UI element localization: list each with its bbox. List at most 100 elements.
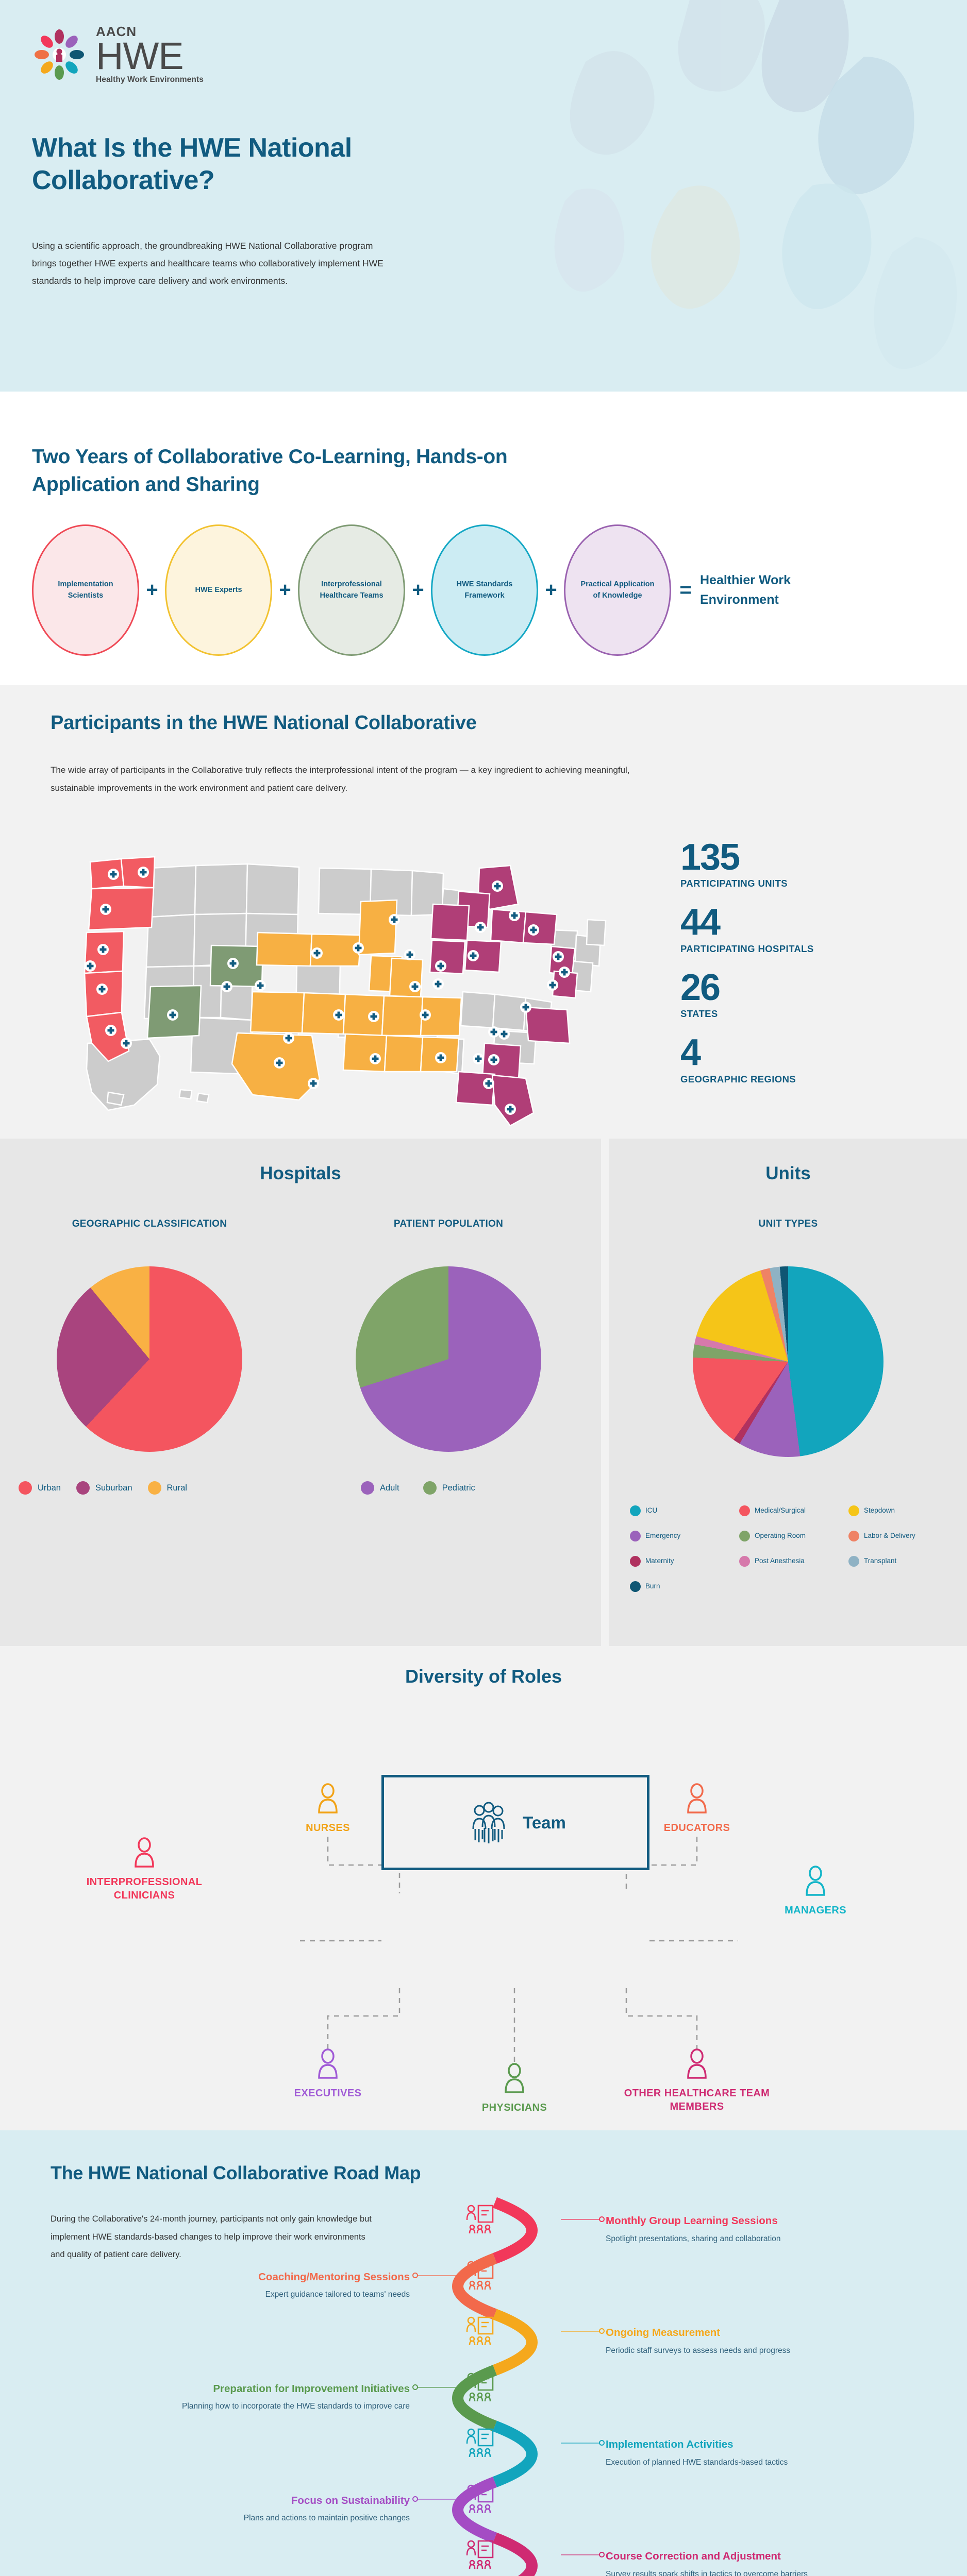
us-participation-map — [84, 856, 607, 1126]
legend-item-urban: Urban — [19, 1481, 61, 1495]
legend-item-stepdown: Stepdown — [848, 1505, 955, 1516]
roadmap-connector-5 — [416, 2498, 458, 2500]
roadmap-step-description: Periodic staff surveys to assess needs a… — [606, 2346, 791, 2355]
unit-types-pie — [693, 1266, 883, 1457]
legend-item-suburban: Suburban — [76, 1481, 132, 1495]
legend-label: Burn — [645, 1582, 660, 1590]
legend-swatch-icon — [630, 1531, 641, 1541]
role-label: PHYSICIANS — [481, 2102, 547, 2113]
legend-label: Operating Room — [755, 1532, 806, 1540]
patient-population-legend: Adult Pediatric — [361, 1481, 593, 1495]
participants-body-text: The wide array of participants in the Co… — [51, 765, 630, 793]
colearning-ellipse-2: Interprofessional Healthcare Teams — [298, 524, 405, 656]
team-people-icon — [472, 1802, 505, 1843]
roadmap-body-text: During the Collaborative's 24-month jour… — [51, 2214, 372, 2260]
role-node-educators: EDUCATORS — [620, 1783, 774, 1835]
person-icon — [806, 1866, 825, 1896]
legend-label: Labor & Delivery — [864, 1532, 915, 1540]
colearning-section: Two Years of Collaborative Co-Learning, … — [0, 392, 967, 685]
network-person-icon — [464, 2482, 496, 2514]
chart-person-icon — [464, 2314, 496, 2346]
roadmap-step-description: Survey results spark shifts in tactics t… — [606, 2569, 808, 2576]
legend-swatch-icon — [630, 1505, 641, 1516]
legend-item-adult: Adult — [361, 1481, 399, 1495]
colearning-title: Two Years of Collaborative Co-Learning, … — [32, 446, 508, 496]
legend-label: Pediatric — [442, 1483, 475, 1493]
role-label: NURSES — [306, 1822, 350, 1834]
stat-number-1: 44 — [680, 902, 721, 943]
roadmap-node-dot-3 — [412, 2384, 418, 2390]
roadmap-connector-2 — [561, 2331, 602, 2332]
legend-swatch-icon — [19, 1481, 32, 1495]
roadmap-step-heading: Monthly Group Learning Sessions — [606, 2215, 778, 2227]
team-center-box: Team — [381, 1775, 649, 1870]
patient-population-title: PATIENT POPULATION — [393, 1218, 504, 1229]
unit-types-title: UNIT TYPES — [758, 1218, 818, 1229]
charts-section: Hospitals GEOGRAPHIC CLASSIFICATION Urba… — [0, 1139, 967, 1646]
person-icon — [505, 2063, 524, 2093]
legend-swatch-icon — [361, 1481, 374, 1495]
roadmap-connector-1 — [416, 2275, 458, 2276]
roadmap-step-6: Course Correction and Adjustment Survey r… — [606, 2549, 853, 2576]
roadmap-connector-6 — [561, 2554, 602, 2555]
colearning-ellipse-1: HWE Experts — [165, 524, 272, 656]
legend-label: Stepdown — [864, 1506, 895, 1515]
roadmap-step-heading: Implementation Activities — [606, 2438, 733, 2450]
stat-label-2: STATES — [680, 1008, 718, 1020]
logo-org-text: AACN — [96, 24, 137, 39]
roadmap-step-heading: Course Correction and Adjustment — [606, 2550, 781, 2562]
roadmap-step-3: Preparation for Improvement Initiatives P… — [162, 2382, 410, 2413]
legend-item-operating-room: Operating Room — [739, 1531, 845, 1541]
legend-label: Suburban — [95, 1483, 132, 1493]
hero-body-text: Using a scientific approach, the groundb… — [32, 241, 384, 286]
plus-operator-1: + — [146, 579, 158, 601]
role-node-physicians: PHYSICIANS — [437, 2062, 592, 2114]
hero-section: AACN HWE Healthy Work Environments What … — [0, 0, 967, 392]
redirect-icon — [464, 2538, 496, 2570]
roadmap-step-heading: Preparation for Improvement Initiatives — [213, 2382, 410, 2395]
roadmap-title: The HWE National Collaborative Road Map — [51, 2162, 421, 2183]
roadmap-node-dot-2 — [599, 2328, 605, 2334]
roles-section: Diversity of Roles Team NURSES EDU — [0, 1646, 967, 2130]
person-icon — [687, 1783, 707, 1814]
legend-label: Transplant — [864, 1557, 897, 1565]
roadmap-node-dot-0 — [599, 2216, 605, 2222]
legend-label: ICU — [645, 1506, 658, 1515]
roadmap-step-description: Spotlight presentations, sharing and col… — [606, 2234, 781, 2243]
hwe-flower-logo-icon — [35, 29, 84, 80]
role-node-other-healthcare-team-members: OTHER HEALTHCARE TEAM MEMBERS — [620, 2048, 774, 2113]
roadmap-connector-4 — [561, 2443, 602, 2444]
aacn-hwe-logo: AACN HWE Healthy Work Environments — [32, 25, 204, 84]
legend-swatch-icon — [423, 1481, 437, 1495]
roadmap-step-0: Monthly Group Learning Sessions Spotlight… — [606, 2214, 853, 2245]
desk-person-icon — [464, 2370, 496, 2402]
roadmap-node-dot-6 — [599, 2552, 605, 2557]
roadmap-step-heading: Focus on Sustainability — [291, 2494, 410, 2506]
participants-title: Participants in the HWE National Collabo… — [51, 712, 477, 734]
legend-swatch-icon — [739, 1556, 750, 1567]
roadmap-step-heading: Ongoing Measurement — [606, 2327, 721, 2338]
legend-item-rural: Rural — [147, 1481, 187, 1495]
legend-item-emergency: Emergency — [630, 1531, 736, 1541]
hospitals-panel: Hospitals GEOGRAPHIC CLASSIFICATION Urba… — [0, 1139, 601, 1646]
units-panel-title: Units — [765, 1163, 811, 1183]
roadmap-step-description: Execution of planned HWE standards-based… — [606, 2458, 788, 2467]
legend-label: Medical/Surgical — [755, 1506, 806, 1515]
participation-stats: 135 PARTICIPATING UNITS 44 PARTICIPATING HO… — [680, 839, 814, 1100]
role-label: EDUCATORS — [663, 1822, 730, 1834]
stat-label-0: PARTICIPATING UNITS — [680, 878, 788, 889]
roadmap-node-dot-4 — [599, 2440, 605, 2446]
roadmap-connector-3 — [416, 2386, 458, 2388]
roadmap-section: The HWE National Collaborative Road Map … — [0, 2130, 967, 2576]
group-people-icon — [464, 2426, 496, 2458]
role-node-nurses: NURSES — [251, 1783, 405, 1835]
legend-swatch-icon — [848, 1556, 859, 1567]
person-icon — [318, 1783, 338, 1814]
presentation-icon — [464, 2202, 496, 2234]
map-marker-group — [85, 867, 570, 1115]
role-label: EXECUTIVES — [294, 2088, 362, 2099]
roadmap-step-5: Focus on Sustainability Plans and actions… — [162, 2494, 410, 2524]
legend-label: Emergency — [645, 1532, 681, 1540]
legend-swatch-icon — [848, 1531, 859, 1541]
geographic-classification-pie — [57, 1266, 242, 1452]
